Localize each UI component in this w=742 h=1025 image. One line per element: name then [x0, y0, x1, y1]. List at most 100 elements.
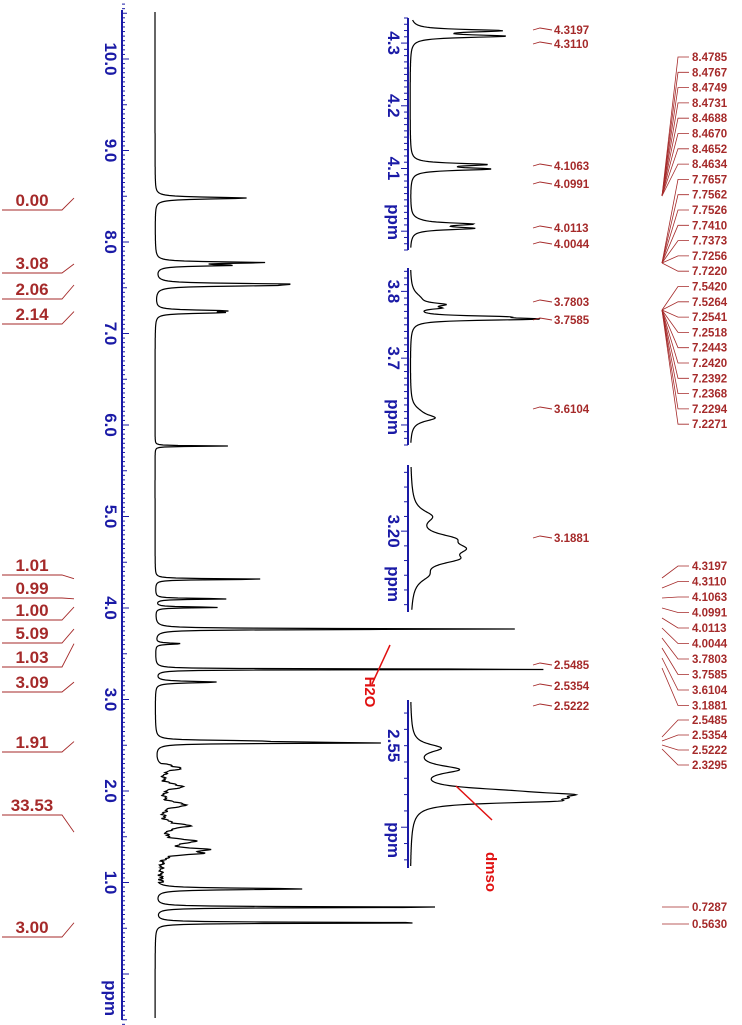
axis-tick-label: 2.0 — [101, 779, 120, 803]
inset-peak-label: 2.5222 — [554, 701, 589, 713]
peak-list-leader — [661, 102, 689, 197]
peak-list-label: 7.2443 — [692, 343, 727, 355]
peak-list-leader — [661, 240, 689, 264]
integral-leader — [2, 922, 75, 938]
peak-list-label: 4.3197 — [692, 561, 727, 573]
integral-leader — [2, 284, 75, 300]
peak-list-leader — [661, 734, 689, 742]
peak-list-label: 3.7803 — [692, 654, 727, 666]
peak-list-label: 3.7585 — [692, 670, 728, 682]
integral-value: 5.09 — [15, 624, 48, 643]
peak-list-label: 7.7373 — [692, 236, 727, 248]
peak-list-label: 8.4749 — [692, 83, 727, 95]
axis-tick-label: 7.0 — [101, 322, 120, 346]
peak-list-leader — [661, 719, 689, 738]
peak-list-leader — [661, 309, 689, 394]
peak-list-leader — [661, 309, 689, 318]
inset-tick-label: 3.7 — [384, 346, 403, 370]
peak-list-label: 4.0991 — [692, 608, 728, 620]
peak-list-label: 7.5264 — [692, 297, 728, 309]
inset-spectrum-line — [410, 467, 468, 610]
integral-value: 2.06 — [15, 280, 48, 299]
peak-list-label: 8.4688 — [692, 113, 728, 125]
peak-list-label: 0.5630 — [692, 919, 727, 931]
peak-list-label: 8.4670 — [692, 129, 727, 141]
peak-list-label: 8.4731 — [692, 98, 728, 110]
inset-tick-label: 3.20 — [384, 515, 403, 548]
h2o-marker — [371, 644, 391, 685]
inset-peak-leader — [532, 406, 553, 410]
peak-list-leader — [661, 179, 689, 264]
peak-list-label: 7.7657 — [692, 174, 727, 186]
peak-list-label: 7.2392 — [692, 373, 727, 385]
axis-tick-label: 5.0 — [101, 505, 120, 529]
inset-tick-label: 4.2 — [384, 94, 403, 118]
inset-panels: 4.3 4.2 4.1 ppm 3.8 3.7 ppm 3.20 ppm 2.55 ppm 4.319… — [384, 17, 590, 868]
integral-leader — [2, 643, 75, 668]
peak-list-leader — [661, 667, 689, 706]
peak-list-leader — [661, 596, 689, 599]
inset-peak-label: 3.7585 — [554, 315, 590, 327]
integral-leader — [2, 606, 75, 621]
integral-leader — [2, 681, 75, 693]
integral-value: 0.00 — [15, 191, 48, 210]
inset-peak-leader — [532, 317, 553, 321]
integral-leader — [2, 574, 75, 580]
peak-list-label: 8.4634 — [692, 159, 728, 171]
peak-list-leader — [661, 194, 689, 264]
peak-list-leader — [661, 744, 689, 751]
peak-list-leader — [661, 56, 689, 197]
peak-list-label: 7.2368 — [692, 389, 728, 401]
peak-list-label: 3.1881 — [692, 701, 728, 713]
spectrum-line — [154, 12, 544, 1018]
integral-leader — [2, 311, 75, 325]
inset-peak-leader — [532, 27, 553, 31]
solvent-annotations: H2O dmso — [361, 644, 499, 892]
inset-unit-label: ppm — [384, 399, 403, 435]
inset-tick-label: 3.8 — [384, 280, 403, 304]
peak-list-label: 4.1063 — [692, 592, 727, 604]
integral-leader — [2, 628, 75, 644]
axis-tick-label: 4.0 — [101, 596, 120, 620]
peak-list-leader — [661, 148, 689, 197]
peak-list-label: 7.7220 — [692, 266, 727, 278]
inset-peak-leader — [532, 703, 553, 707]
inset-tick-label: 4.3 — [384, 31, 403, 55]
peak-list-leader — [661, 637, 689, 660]
peak-list-label: 7.7256 — [692, 251, 727, 263]
integral-leader — [2, 263, 75, 274]
peak-list-leader — [661, 117, 689, 197]
inset-spectrum-line — [409, 19, 506, 248]
peak-list-leader — [661, 309, 689, 379]
inset-peak-leader — [532, 181, 553, 185]
integral-leader — [2, 597, 75, 600]
integral-value: 3.00 — [15, 918, 48, 937]
axis-tick-label: 6.0 — [101, 413, 120, 437]
axis-tick-label: 9.0 — [101, 139, 120, 163]
integral-leader — [2, 741, 75, 753]
inset-peak-label: 3.7803 — [554, 297, 589, 309]
main-spectrum-trace — [154, 12, 544, 1018]
peak-list-label: 4.0113 — [692, 623, 727, 635]
inset-spectrum-line — [409, 270, 541, 443]
main-ppm-axis: 10.0 9.0 8.0 7.0 6.0 5.0 4.0 3.0 2.0 1.0 ppm — [101, 3, 129, 1025]
inset-peak-leader — [532, 163, 553, 167]
inset-peak-label: 4.1063 — [554, 161, 589, 173]
peak-list-leader — [661, 309, 689, 349]
peak-list-label: 2.3295 — [692, 760, 728, 772]
axis-tick-label: 10.0 — [101, 42, 120, 75]
peak-list-label: 7.2420 — [692, 358, 727, 370]
inset-peak-label: 4.0044 — [554, 239, 590, 251]
integral-value: 1.01 — [15, 556, 48, 575]
inset-peak-leader — [532, 299, 553, 303]
peak-list-label: 4.3110 — [692, 577, 727, 589]
inset-peak-leader — [532, 241, 553, 245]
peak-list-label: 7.2294 — [692, 404, 728, 416]
peak-list-leader — [661, 565, 689, 579]
dmso-label: dmso — [482, 852, 499, 892]
inset-peak-label: 2.5354 — [554, 681, 590, 693]
peak-list-label: 0.7287 — [692, 902, 727, 914]
inset-unit-label: ppm — [384, 204, 403, 240]
inset-peak-label: 4.0113 — [554, 223, 589, 235]
